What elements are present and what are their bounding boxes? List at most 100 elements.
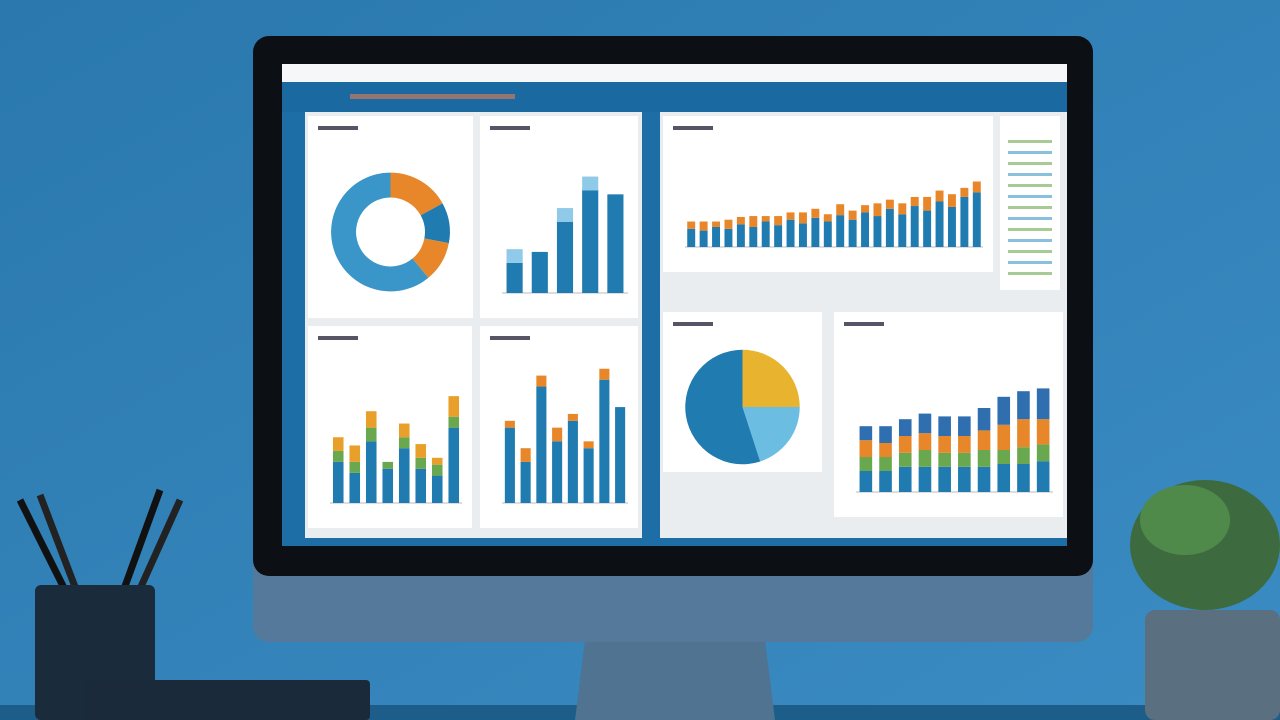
bar-segment — [536, 375, 547, 387]
bar-segment — [898, 466, 912, 492]
panel-heading — [673, 322, 713, 326]
toolbar-progress — [350, 94, 515, 99]
bar-segment — [365, 441, 377, 503]
bar-segment — [859, 440, 873, 457]
bar-segment — [724, 219, 733, 229]
bar-segment — [415, 444, 427, 458]
bar-segment — [947, 194, 956, 207]
bar-segment — [761, 216, 770, 222]
bar-segment — [958, 436, 971, 453]
slice — [742, 407, 800, 462]
divider — [642, 112, 660, 546]
list-row — [1008, 206, 1052, 209]
bar-segment — [960, 187, 969, 197]
bar-segment — [567, 413, 578, 421]
bar-segment — [811, 217, 820, 247]
bar-segment — [898, 452, 912, 467]
bar-segment — [382, 461, 394, 469]
bar-segment — [958, 466, 971, 492]
bar-segment — [398, 437, 410, 449]
bar-segment — [923, 210, 932, 247]
bar-segment — [724, 228, 733, 247]
bar-segment — [774, 216, 783, 226]
panel-heading — [318, 126, 358, 130]
bar-segment — [504, 427, 515, 503]
bar-segment — [873, 216, 882, 247]
bar-segment — [859, 471, 873, 492]
bar-segment — [536, 386, 547, 503]
bar-segment — [687, 221, 696, 229]
bar-segment — [556, 221, 574, 293]
bar-segment — [879, 471, 892, 492]
bar-segment — [699, 221, 708, 231]
bar-segment — [898, 214, 907, 247]
panel-heading — [490, 126, 530, 130]
bar-segment — [552, 441, 563, 503]
bar-segment — [520, 448, 531, 462]
bar-segment — [687, 228, 696, 247]
bar-segment — [774, 225, 783, 247]
panel-heading — [490, 336, 530, 340]
bar-segment — [1036, 461, 1050, 492]
bar-segment — [786, 212, 795, 220]
bar-segment — [836, 215, 845, 247]
pencil — [36, 493, 84, 602]
bar-segment — [859, 426, 873, 441]
slice — [390, 172, 443, 216]
slice — [331, 172, 429, 292]
slice — [420, 203, 450, 244]
list-row — [1008, 195, 1052, 198]
panel-heading — [844, 322, 884, 326]
list-row — [1008, 239, 1052, 242]
bar-segment — [873, 203, 882, 217]
bar-segment — [879, 443, 892, 457]
bar-segment — [823, 214, 832, 222]
bar-segment — [997, 464, 1011, 492]
title-bar — [282, 64, 1067, 82]
bar-segment — [918, 450, 932, 467]
slice — [685, 349, 761, 465]
bar-segment — [972, 181, 981, 193]
bar-segment — [848, 219, 857, 247]
bar-segment — [798, 212, 807, 224]
bar-segment — [947, 206, 956, 247]
list-row — [1008, 184, 1052, 187]
monitor-stand — [575, 640, 775, 720]
bar-segment — [582, 176, 599, 191]
bar-segment — [811, 208, 820, 218]
bar-segment — [504, 420, 515, 428]
bar-segment — [506, 262, 523, 293]
pencil — [116, 488, 164, 602]
bar-segment — [583, 441, 594, 449]
bar-segment — [583, 448, 594, 503]
bar-segment — [712, 226, 721, 247]
bar-segment — [365, 427, 377, 442]
bar-segment — [599, 379, 610, 503]
bar-segment — [861, 212, 870, 247]
bar-segment — [531, 251, 548, 293]
bar-segment — [448, 416, 460, 428]
bar-segment — [885, 199, 894, 209]
bar-segment — [699, 230, 708, 247]
bar-segment — [972, 192, 981, 247]
bar-segment — [786, 219, 795, 247]
bar-segment — [935, 201, 944, 247]
bar-segment — [958, 452, 971, 467]
list-row — [1008, 272, 1052, 275]
bar-segment — [836, 204, 845, 216]
bar-segment — [935, 190, 944, 202]
bar-segment — [1017, 447, 1030, 464]
bar-segment — [749, 216, 758, 227]
notebook — [85, 680, 370, 720]
bar-segment — [918, 433, 932, 450]
bar-segment — [398, 423, 410, 438]
panel-heading — [673, 126, 713, 130]
bar-segment — [556, 208, 574, 222]
slice — [742, 349, 800, 407]
bar-segment — [736, 224, 745, 247]
bar-segment — [415, 457, 427, 469]
bar-segment — [332, 437, 344, 451]
bar-segment — [349, 472, 361, 503]
